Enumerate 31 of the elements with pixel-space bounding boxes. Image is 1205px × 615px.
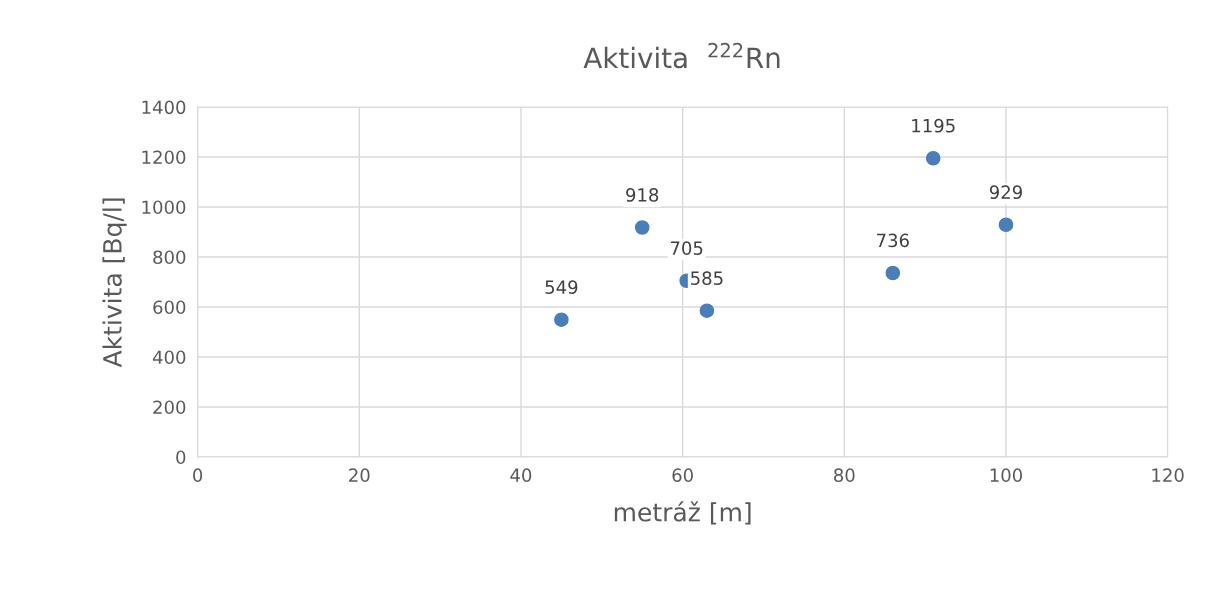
y-tick-label: 1200 bbox=[142, 150, 186, 165]
data-label: 736 bbox=[877, 233, 909, 248]
y-tick-label: 800 bbox=[153, 250, 186, 265]
y-tick-label: 400 bbox=[152, 350, 186, 365]
y-tick-label: 0 bbox=[176, 450, 186, 465]
y-tick-label: 600 bbox=[153, 300, 186, 315]
point bbox=[925, 150, 941, 166]
y-tick-label: 1400 bbox=[142, 100, 186, 115]
data-label: 929 bbox=[989, 185, 1022, 200]
data-label: 918 bbox=[626, 188, 659, 202]
x-tick-label: 80 bbox=[834, 468, 855, 483]
x-tick-label: 100 bbox=[990, 468, 1023, 483]
y-axis-title: Aktivita [Bq/l] bbox=[102, 198, 127, 368]
point bbox=[998, 217, 1014, 233]
x-axis-title: metráž [m] bbox=[614, 501, 751, 525]
chart-title: Aktivita $^{222}$Rn bbox=[583, 42, 780, 69]
y-tick-label: 1000 bbox=[142, 200, 186, 215]
data-label: 705 bbox=[670, 241, 703, 256]
x-tick-label: 60 bbox=[672, 468, 693, 483]
data-label: 585 bbox=[691, 271, 723, 285]
x-tick-label: 0 bbox=[193, 468, 203, 483]
point bbox=[699, 303, 715, 319]
data-label: 1195 bbox=[912, 118, 955, 133]
x-tick-label: 120 bbox=[1152, 468, 1184, 483]
x-tick-label: 20 bbox=[349, 468, 370, 483]
x-tick-label: 40 bbox=[510, 468, 532, 483]
point bbox=[885, 265, 901, 281]
point bbox=[554, 312, 569, 328]
point bbox=[634, 220, 650, 235]
data-label: 549 bbox=[545, 280, 578, 294]
y-tick-label: 200 bbox=[153, 400, 186, 415]
